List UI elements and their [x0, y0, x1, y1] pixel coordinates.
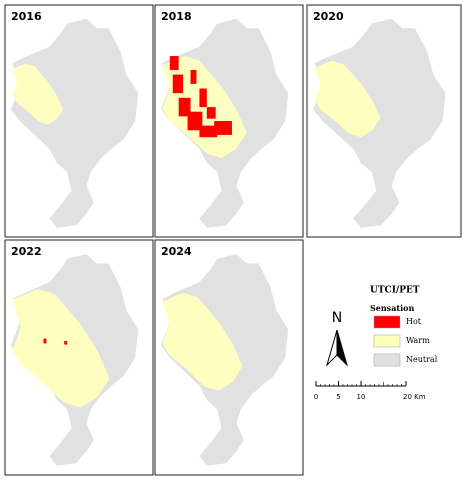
- panel-year: 2022: [11, 245, 42, 258]
- land: [10, 18, 139, 228]
- warm-zone: [12, 288, 110, 408]
- panel-year: 2018: [161, 10, 192, 23]
- legend-label: Hot: [406, 317, 422, 326]
- hot-zone: [199, 88, 207, 108]
- scale-label: 10: [357, 393, 366, 401]
- scale-label: 20 Km: [403, 393, 426, 401]
- scale-label: 0: [314, 393, 318, 401]
- panel-year: 2024: [161, 245, 192, 258]
- hot-zone: [214, 121, 232, 135]
- hot-zone: [172, 74, 184, 94]
- hot-zone: [169, 56, 179, 70]
- north-arrow: [325, 329, 338, 367]
- hot-zone: [187, 111, 203, 131]
- warm-zone: [314, 60, 381, 138]
- legend-label: Warm: [406, 336, 430, 345]
- north-label: N: [332, 310, 342, 326]
- legend-title: UTCI/PET: [370, 286, 420, 296]
- hot-zone: [43, 338, 47, 344]
- legend-subtitle: Sensation: [370, 303, 414, 313]
- hot-zone: [190, 69, 197, 84]
- legend-swatch: [373, 334, 401, 348]
- legend-swatch: [373, 353, 401, 367]
- warm-zone: [12, 63, 63, 125]
- panel-year: 2016: [11, 10, 42, 23]
- hot-zone: [64, 341, 68, 345]
- legend-label: Neutral: [406, 355, 438, 364]
- legend-swatch: [373, 315, 401, 329]
- scale-label: 5: [336, 393, 340, 401]
- hot-zone: [199, 125, 218, 138]
- north-arrow: [336, 329, 349, 367]
- map-panel: 2022: [4, 239, 154, 476]
- map-panel: 2024: [154, 239, 304, 476]
- map-panel: 2018: [154, 4, 304, 238]
- hot-zone: [178, 97, 191, 117]
- panel-year: 2020: [313, 10, 344, 23]
- map-panel: 2020: [306, 4, 462, 238]
- warm-zone: [162, 292, 243, 391]
- hot-zone: [206, 107, 216, 119]
- map-panel: 2016: [4, 4, 154, 238]
